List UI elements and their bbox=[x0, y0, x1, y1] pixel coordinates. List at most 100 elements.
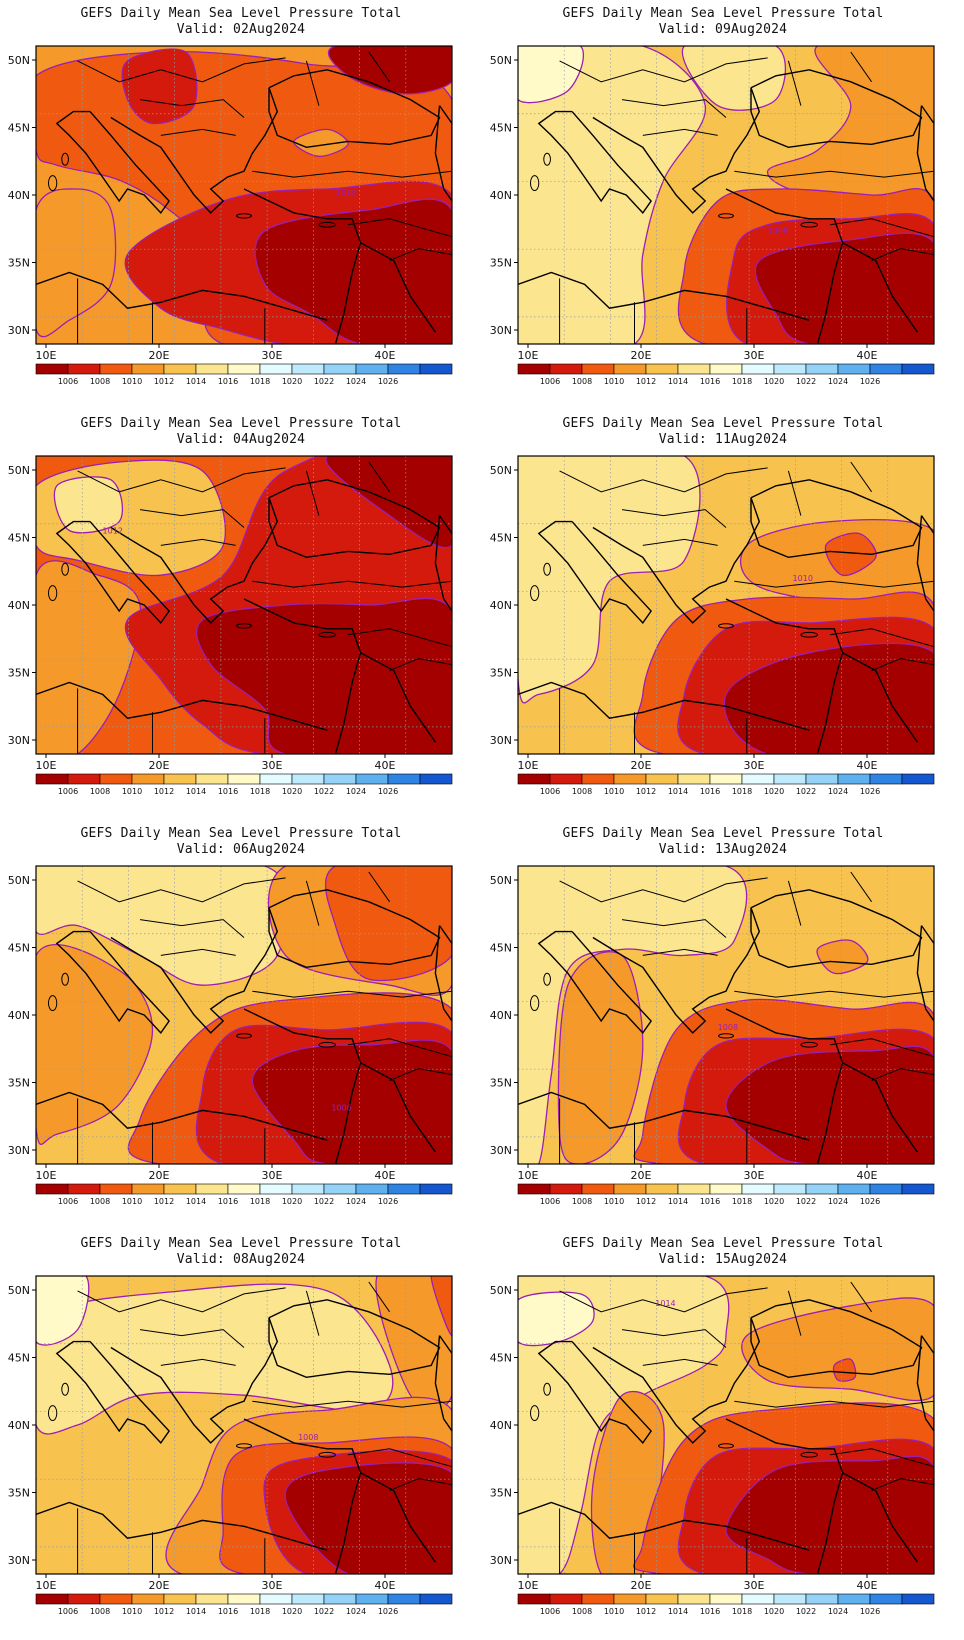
lat-tick-label: 30N bbox=[490, 734, 512, 747]
colorbar-swatch bbox=[419, 1183, 453, 1195]
contour-label: 1008 bbox=[298, 1433, 318, 1442]
colorbar-swatch bbox=[613, 363, 647, 375]
lat-tick-label: 45N bbox=[490, 942, 512, 955]
colorbar-label: 1020 bbox=[282, 1607, 302, 1616]
island bbox=[318, 1451, 337, 1458]
colorbar-swatch bbox=[805, 773, 839, 785]
country-borders bbox=[77, 1281, 452, 1574]
lon-tick-label: 10E bbox=[36, 349, 57, 362]
lat-tick-label: 30N bbox=[8, 1554, 30, 1567]
lon-tick-label: 30E bbox=[262, 759, 283, 772]
lon-tick-label: 30E bbox=[262, 1579, 283, 1592]
colorbar-swatch bbox=[387, 1593, 421, 1605]
colorbar-swatch bbox=[35, 1183, 69, 1195]
lon-tick-label: 10E bbox=[36, 759, 57, 772]
colorbar-swatch bbox=[677, 773, 711, 785]
colorbar-swatch bbox=[613, 1593, 647, 1605]
colorbar-swatch bbox=[323, 773, 357, 785]
colorbar-label: 1012 bbox=[154, 1607, 174, 1616]
colorbar-swatch bbox=[869, 773, 903, 785]
colorbar-label: 1024 bbox=[828, 377, 848, 386]
pressure-contour-region bbox=[36, 1276, 90, 1346]
colorbar: 1006 1008 1010 1012 1014 1016 1018 1020 1022 1024… bbox=[517, 773, 935, 796]
lon-tick-label: 40E bbox=[857, 1579, 878, 1592]
colorbar-label: 1012 bbox=[154, 377, 174, 386]
island bbox=[61, 152, 69, 166]
colorbar-swatch bbox=[131, 363, 165, 375]
lon-tick-label: 20E bbox=[149, 759, 170, 772]
island bbox=[61, 1382, 69, 1396]
colorbar-label: 1008 bbox=[572, 1607, 592, 1616]
colorbar-swatch bbox=[837, 1183, 871, 1195]
pressure-contour-region bbox=[196, 597, 452, 754]
colorbar-label: 1022 bbox=[796, 377, 816, 386]
panel-valid-date: Valid: 08Aug2024 bbox=[176, 1252, 306, 1267]
island bbox=[800, 221, 819, 228]
island bbox=[318, 1041, 337, 1048]
lon-tick-label: 40E bbox=[375, 1579, 396, 1592]
colorbar-label: 1014 bbox=[186, 1607, 206, 1616]
lon-tick-label: 30E bbox=[262, 1169, 283, 1182]
pressure-contour-region bbox=[36, 866, 291, 986]
colorbar-swatch bbox=[35, 363, 69, 375]
colorbar-label: 1022 bbox=[314, 787, 334, 796]
map-panel-08aug: GEFS Daily Mean Sea Level Pressure Total… bbox=[0, 1230, 482, 1640]
colorbar-swatch bbox=[99, 773, 133, 785]
colorbar-swatch bbox=[645, 1593, 679, 1605]
colorbar-swatch bbox=[323, 1593, 357, 1605]
coastlines bbox=[518, 1299, 934, 1574]
colorbar-swatch bbox=[517, 363, 551, 375]
lon-tick-label: 40E bbox=[375, 759, 396, 772]
map-panel-09aug: GEFS Daily Mean Sea Level Pressure Total… bbox=[482, 0, 964, 410]
colorbar-swatch bbox=[67, 363, 101, 375]
island bbox=[718, 213, 734, 219]
colorbar-label: 1014 bbox=[668, 1197, 688, 1206]
pressure-field: 1010 bbox=[36, 46, 452, 344]
island bbox=[718, 1033, 734, 1039]
pressure-contour-region bbox=[518, 46, 585, 104]
colorbar-label: 1026 bbox=[378, 787, 398, 796]
colorbar-swatch bbox=[645, 363, 679, 375]
colorbar-swatch bbox=[35, 773, 69, 785]
colorbar-label: 1006 bbox=[540, 1607, 560, 1616]
colorbar-label: 1014 bbox=[668, 1607, 688, 1616]
pressure-contour-region bbox=[824, 532, 877, 576]
colorbar-label: 1008 bbox=[90, 1607, 110, 1616]
colorbar-label: 1020 bbox=[282, 377, 302, 386]
lon-tick-label: 40E bbox=[857, 1169, 878, 1182]
colorbar-swatch bbox=[227, 363, 261, 375]
map-panel-06aug: GEFS Daily Mean Sea Level Pressure Total… bbox=[0, 820, 482, 1230]
lat-tick-label: 50N bbox=[490, 54, 512, 67]
panel-valid-date: Valid: 04Aug2024 bbox=[176, 432, 306, 447]
pressure-contour-region bbox=[53, 476, 123, 534]
colorbar-swatch bbox=[387, 773, 421, 785]
colorbar-label: 1012 bbox=[636, 377, 656, 386]
coastlines bbox=[36, 889, 452, 1164]
colorbar-label: 1006 bbox=[540, 787, 560, 796]
colorbar-swatch bbox=[613, 1183, 647, 1195]
lat-tick-label: 40N bbox=[490, 1009, 512, 1022]
contour-label: 1014 bbox=[655, 1299, 675, 1308]
colorbar-swatch bbox=[549, 1183, 583, 1195]
lat-tick-label: 40N bbox=[8, 189, 30, 202]
colorbar-swatch bbox=[163, 773, 197, 785]
lon-tick-label: 20E bbox=[631, 349, 652, 362]
colorbar-swatch bbox=[773, 1593, 807, 1605]
lat-tick-label: 35N bbox=[8, 667, 30, 680]
lat-tick-label: 50N bbox=[490, 1284, 512, 1297]
colorbar-swatch bbox=[67, 1183, 101, 1195]
country-borders bbox=[559, 51, 934, 344]
island bbox=[47, 1405, 58, 1422]
lon-tick-label: 20E bbox=[149, 1579, 170, 1592]
coastlines bbox=[36, 1299, 452, 1574]
island bbox=[236, 1443, 252, 1449]
colorbar: 1006 1008 1010 1012 1014 1016 1018 1020 1022 1024… bbox=[35, 363, 453, 386]
colorbar-label: 1014 bbox=[668, 787, 688, 796]
lat-tick-label: 45N bbox=[490, 1352, 512, 1365]
colorbar-swatch bbox=[67, 773, 101, 785]
pressure-field: 1008 bbox=[518, 46, 934, 344]
colorbar-swatch bbox=[805, 1593, 839, 1605]
